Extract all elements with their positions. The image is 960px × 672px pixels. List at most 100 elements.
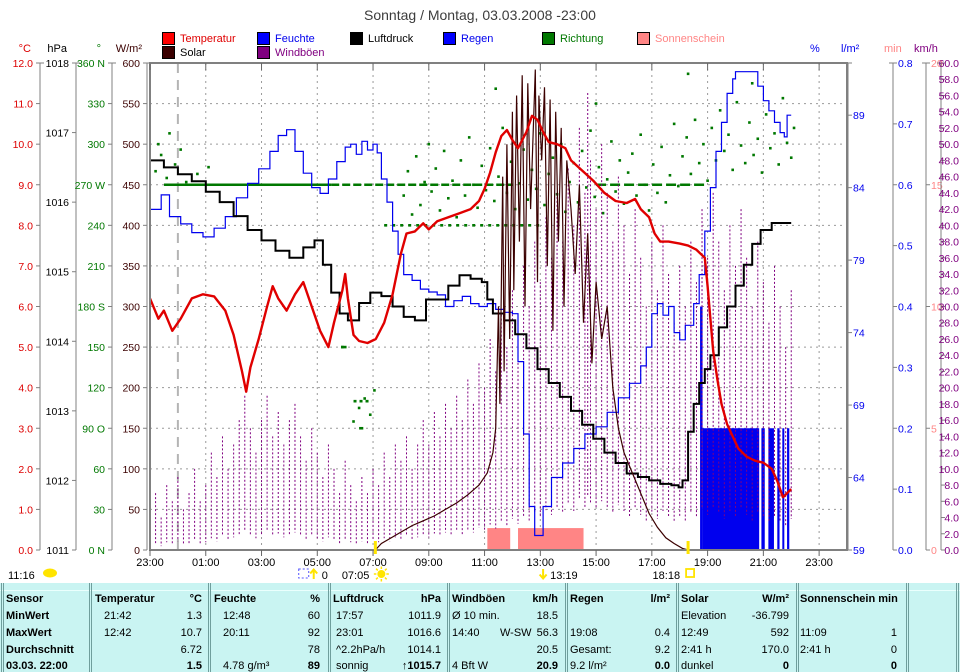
stat-time: 19:08: [570, 627, 598, 639]
svg-text:01:00: 01:00: [192, 557, 220, 569]
stat-value: 56.3: [536, 627, 558, 639]
stats-table: Sensor Temperatur °C Feuchte% Luftdruck hPa Wi…: [0, 583, 960, 672]
svg-text:60: 60: [93, 464, 105, 476]
stat-value: 1014.1: [407, 644, 441, 656]
svg-text:59: 59: [853, 545, 865, 557]
svg-text:%: %: [810, 43, 820, 55]
table-separator: [796, 583, 797, 672]
svg-text:270 W: 270 W: [75, 180, 105, 192]
legend-item-luftdruck: Luftdruck: [350, 32, 413, 45]
table-header-label: Temperatur: [95, 593, 155, 605]
svg-text:4.0: 4.0: [944, 513, 959, 525]
stat-time: dunkel: [681, 660, 714, 672]
svg-text:550: 550: [122, 99, 140, 111]
stat-time: 12:49: [681, 627, 709, 639]
x-axis: 23:00 01:00 03:00 05:00 07:00 09:00 11:00 13:00…: [136, 63, 833, 569]
svg-text:4.0: 4.0: [18, 383, 33, 395]
svg-text:300: 300: [87, 139, 105, 151]
stat-time: 11:09: [800, 627, 827, 639]
stat-value: 1.3: [186, 610, 202, 622]
axis-rain: 0.8 0.7 0.6 0.5 0.4 0.3 0.2 0.1 0.0 l/m²: [841, 43, 913, 557]
legend-swatch-solar: [162, 46, 175, 59]
svg-text:09:00: 09:00: [415, 557, 443, 569]
svg-text:1012: 1012: [46, 475, 70, 487]
svg-text:hPa: hPa: [47, 43, 67, 55]
svg-text:210: 210: [87, 261, 105, 273]
stat-value: ↑1015.7: [401, 660, 441, 672]
legend-item-solar: Solar: [162, 46, 206, 59]
table-separator: [449, 583, 450, 672]
svg-text:0 N: 0 N: [89, 545, 105, 557]
legend-swatch-richtung: [542, 32, 555, 45]
legend-label: Solar: [180, 46, 206, 59]
svg-text:0.7: 0.7: [898, 119, 913, 131]
svg-text:22.0: 22.0: [939, 366, 960, 378]
svg-text:48.0: 48.0: [939, 155, 960, 167]
svg-text:07:05: 07:05: [342, 570, 370, 582]
svg-text:8.0: 8.0: [944, 480, 959, 492]
svg-text:0: 0: [322, 570, 328, 582]
svg-text:0.4: 0.4: [898, 302, 913, 314]
svg-text:150: 150: [122, 423, 140, 435]
svg-text:300: 300: [122, 302, 140, 314]
table-separator: [1, 583, 2, 672]
axis-direction: 360 N 330 300 270 W 240 210 180 S 150 120 90 O 60 3…: [75, 43, 116, 557]
svg-text:200: 200: [122, 383, 140, 395]
table-header-label: Regen: [570, 593, 604, 605]
svg-text:240: 240: [87, 220, 105, 232]
stat-value: 20.9: [536, 660, 558, 672]
legend-item-feuchte: Feuchte: [257, 32, 315, 45]
stat-time: 12:42: [104, 627, 132, 639]
stat-time: 2:41 h: [800, 644, 831, 656]
svg-text:1014: 1014: [46, 336, 70, 348]
legend-item-richtung: Richtung: [542, 32, 603, 45]
svg-text:0.0: 0.0: [18, 545, 33, 557]
stat-value: 78: [307, 644, 320, 656]
svg-text:0: 0: [931, 545, 937, 557]
svg-text:°: °: [97, 43, 101, 55]
table-separator: [330, 583, 331, 672]
svg-text:20.0: 20.0: [939, 383, 960, 395]
table-header-label: Feuchte: [214, 593, 257, 605]
svg-text:28.0: 28.0: [939, 318, 960, 330]
svg-text:W/m²: W/m²: [116, 43, 143, 55]
axis-humidity: 89 84 79 74 69 64 59%: [810, 43, 865, 557]
legend-swatch-luftdruck: [350, 32, 363, 45]
svg-text:6.0: 6.0: [18, 302, 33, 314]
stat-time: 21:42: [104, 610, 132, 622]
axis-pressure: 1018 1017 1016 1015 1014 1013 1012 1011 hPa: [46, 43, 80, 557]
table-separator: [678, 583, 679, 672]
svg-text:2.0: 2.0: [944, 529, 959, 541]
table-separator: [565, 583, 566, 672]
stat-value: 18.5: [536, 610, 558, 622]
svg-text:13:19: 13:19: [550, 570, 578, 582]
svg-text:40.0: 40.0: [939, 220, 960, 232]
legend-swatch-sonnenschein: [637, 32, 650, 45]
svg-text:0.5: 0.5: [898, 241, 913, 253]
legend-label: Windböen: [275, 46, 325, 59]
stat-value: 170.0: [761, 644, 789, 656]
svg-text:min: min: [884, 43, 902, 55]
table-header-unit: l/m²: [650, 593, 670, 605]
svg-text:11.0: 11.0: [13, 99, 33, 111]
table-separator: [91, 583, 92, 672]
stat-direction: W-SW: [500, 627, 532, 639]
stat-value: 1011.9: [408, 610, 441, 622]
svg-text:19:00: 19:00: [694, 557, 722, 569]
svg-text:05:00: 05:00: [304, 557, 332, 569]
svg-text:1013: 1013: [46, 406, 70, 418]
svg-text:79: 79: [853, 255, 865, 267]
svg-text:03:00: 03:00: [248, 557, 276, 569]
table-header-sensor: Sensor: [6, 593, 44, 605]
stats-table-divider: [0, 590, 960, 591]
svg-text:1011: 1011: [46, 545, 69, 557]
temperature-line: [148, 114, 793, 499]
svg-text:1016: 1016: [46, 197, 70, 209]
table-header-label: Sonnenschein min: [800, 593, 898, 605]
svg-text:12.0: 12.0: [939, 448, 960, 460]
svg-text:0.0: 0.0: [898, 545, 913, 557]
stat-value: 1016.6: [407, 627, 441, 639]
stat-time: 23:01: [336, 627, 364, 639]
stat-time: Gesamt:: [570, 644, 612, 656]
